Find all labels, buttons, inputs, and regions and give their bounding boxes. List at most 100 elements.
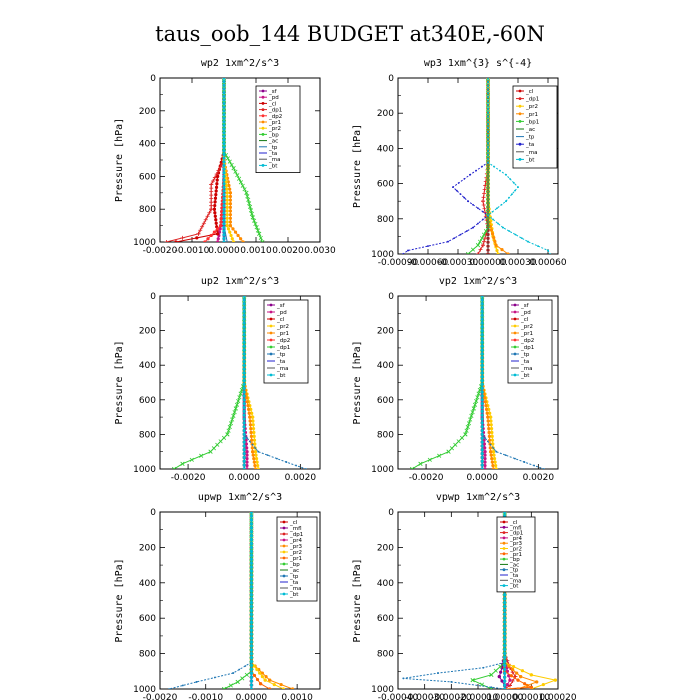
data-point [249,522,254,526]
chart-panel-6: vpwp 1xm^2/s^3 Pressure [hPa] 0 200 400 600 80… [352,492,577,700]
data-point [251,427,256,431]
data-point [251,443,254,446]
data-point [209,203,214,208]
data-point [244,672,249,677]
legend-marker [261,164,265,167]
series-markers-bt [249,512,254,689]
data-point [480,302,484,306]
data-point [480,378,484,383]
data-point [205,214,210,219]
data-point [260,671,264,675]
data-point [487,134,489,137]
data-point [503,663,507,668]
data-point [480,325,484,329]
data-point [242,363,246,367]
data-point [482,191,487,196]
data-point [459,233,462,236]
legend-entry: _pr2 [520,324,533,330]
data-point [206,237,210,241]
series-markers-bt [487,78,551,254]
data-point [480,355,484,360]
data-point [252,438,257,442]
data-point [487,115,489,118]
data-point [487,214,489,217]
data-point [231,227,235,231]
data-point [222,178,226,182]
data-point [222,78,226,80]
data-point [174,240,178,242]
data-point [500,248,504,252]
legend-marker [513,352,517,356]
data-point [237,395,242,400]
data-point [503,683,507,687]
legend-entry: _ac [525,127,535,133]
y-tick-label: 1000 [371,250,394,260]
data-point [437,453,442,458]
data-point [483,396,487,400]
data-point [480,425,484,429]
legend-entry: _ac [509,562,519,568]
data-point [249,434,253,438]
data-point [490,434,494,438]
data-point [222,200,226,204]
y-axis-label: Pressure [hPa] [352,124,363,208]
data-point [258,671,262,675]
data-point [248,419,252,423]
data-point [218,165,223,170]
data-point [487,130,489,133]
data-point [500,203,503,206]
data-point [222,149,226,153]
legend-entry: _pr4 [289,538,303,544]
x-tick-label: -0.00060 [408,258,449,268]
legend-marker [261,114,265,118]
data-point [485,78,491,81]
data-point [480,321,484,325]
legend-entry: _bp [268,132,279,138]
data-point [489,423,493,427]
legend-marker [502,536,506,540]
data-point [480,375,484,379]
data-point [222,131,226,135]
data-point [252,430,256,435]
data-point [489,686,494,689]
data-point [222,94,226,98]
series-line-dp1 [173,296,245,469]
data-point [245,460,249,464]
data-point [487,107,489,110]
data-point [489,453,493,457]
data-point [249,530,254,534]
data-point [228,187,232,191]
legend-entry: _pd [268,95,279,101]
data-point [476,252,480,254]
y-tick-label: 200 [377,109,394,119]
data-point [222,163,226,168]
data-point [242,405,246,410]
data-point [222,142,226,146]
legend: _cl_mfl_dp1_pr4_pr3_pr2_pr1_bp_ac_tp_ta_… [276,516,318,602]
data-point [480,332,484,337]
data-point [222,218,226,222]
legend-entry: _dp1 [276,345,290,351]
data-point [508,683,512,688]
data-point [242,313,246,317]
data-point [221,78,227,81]
data-point [242,371,246,375]
legend-entry: _pd [276,310,287,316]
data-point [509,674,513,678]
legend-marker [269,331,273,335]
data-point [487,153,489,156]
data-point [285,461,288,463]
data-point [477,207,479,210]
data-point [222,240,226,242]
data-point [228,194,232,199]
data-point [515,671,519,675]
data-point [503,659,507,664]
legend-marker [261,102,265,105]
data-point [491,467,496,469]
data-point [519,675,523,679]
data-point [480,390,484,394]
legend-marker [502,557,506,561]
data-point [481,232,487,237]
data-point [520,237,523,240]
data-point [465,230,468,233]
